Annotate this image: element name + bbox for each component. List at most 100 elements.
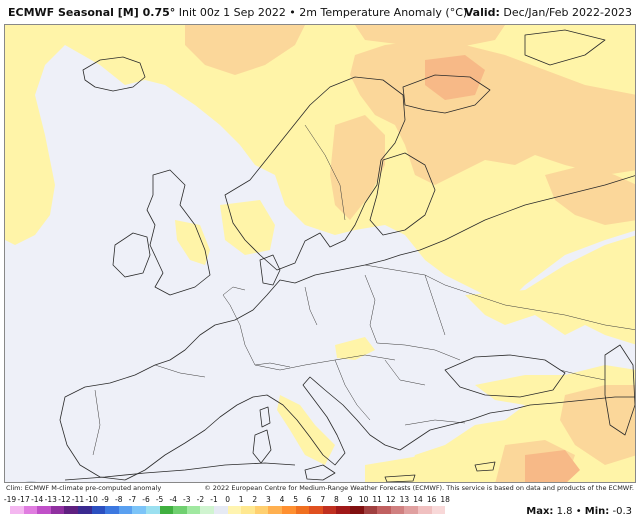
colorbar-tick-label: -7: [128, 495, 137, 504]
colorbar-swatch: [295, 506, 310, 514]
border-france-spain: [154, 364, 206, 378]
colorbar-tick-label: -2: [196, 495, 205, 504]
coast-novaya-zemlya: [524, 29, 606, 66]
anomaly-area-greenland: [5, 25, 75, 245]
colorbar-swatch: [146, 506, 160, 514]
colorbar-tick-label: -9: [101, 495, 109, 504]
model-name: ECMWF Seasonal [M] 0.75°: [8, 6, 176, 19]
border-norway-sweden: [304, 124, 346, 221]
coast-caspian: [604, 344, 635, 436]
forecast-details: Init 00z 1 Sep 2022 • 2m Temperature Ano…: [175, 6, 468, 19]
anomaly-area-arabia: [525, 450, 580, 482]
coast-corsica: [259, 406, 271, 428]
colorbar-swatch: [173, 506, 187, 514]
border-iberia: [92, 389, 101, 456]
colorbar-swatch: [268, 506, 282, 514]
colorbar-tick-label: -13: [44, 495, 57, 504]
chart-header: ECMWF Seasonal [M] 0.75° Init 00z 1 Sep …: [0, 0, 640, 26]
map-canvas: [5, 25, 635, 482]
colorbar-swatch: [10, 506, 24, 514]
colorbar-tick-label: 18: [440, 495, 450, 504]
border-italy-alps: [254, 362, 291, 368]
coast-crete: [384, 474, 416, 482]
coast-sardinia: [252, 429, 272, 464]
colorbar-swatch: [78, 506, 92, 514]
colorbar-tick-label: -11: [71, 495, 85, 504]
colorbar-tick-label: -14: [31, 495, 44, 504]
colorbar-tick-label: 9: [347, 495, 353, 504]
colorbar-swatch: [336, 506, 350, 514]
min-value: -0.3: [612, 506, 632, 517]
anomaly-area-east: [465, 235, 635, 345]
logo-graphic: [25, 481, 37, 482]
anomaly-area-scotland: [175, 220, 210, 265]
valid-period: Valid: Dec/Jan/Feb 2022-2023: [465, 6, 632, 19]
border-caucasus: [559, 369, 606, 381]
colorbar-tick-label: 3: [266, 495, 271, 504]
anomaly-shading: [5, 25, 635, 482]
colorbar-swatch: [282, 506, 296, 514]
colorbar-tick-label: -19: [3, 495, 17, 504]
colorbar-tick-label: 4: [279, 495, 285, 504]
colorbar-tick-label: 11: [372, 495, 382, 504]
climatology-note: Clim: ECMWF M-climate pre-computed anoma…: [6, 484, 162, 492]
anomaly-area-north: [5, 25, 635, 305]
colorbar-tick-label: -17: [17, 495, 30, 504]
colorbar-tick-label: -6: [142, 495, 150, 504]
colorbar-tick-label: -3: [183, 495, 191, 504]
anomaly-area-kola: [425, 55, 485, 100]
colorbar-tick-label: 10: [358, 495, 369, 504]
coast-iceland: [82, 56, 146, 92]
separator-dot: •: [575, 506, 582, 517]
anomaly-area-ural: [545, 165, 635, 225]
country-borders: [92, 124, 635, 456]
border-balkans: [334, 359, 371, 421]
colorbar-tick-label: 7: [320, 495, 326, 504]
colorbar-swatch: [118, 506, 133, 514]
colorbar-tick-label: -1: [210, 495, 218, 504]
colorbar-swatch: [418, 506, 432, 514]
border-romania: [384, 359, 426, 386]
anomaly-map: [4, 24, 636, 483]
coast-cyprus: [474, 461, 496, 472]
colorbar-tick-label: 16: [426, 495, 437, 504]
colorbar-tick-label: 13: [399, 495, 410, 504]
coast-finland: [369, 152, 436, 236]
colorbar-tick-label: 2: [252, 495, 258, 504]
anomaly-area-hungary: [335, 337, 375, 360]
border-russia-belarus: [424, 274, 446, 336]
colorbar-swatch: [50, 506, 65, 514]
anomaly-area-turkey-west: [365, 455, 445, 482]
anomaly-area-svalbard: [185, 25, 305, 75]
colorbar-swatch: [322, 506, 337, 514]
colorbar-tick-label: -12: [58, 495, 71, 504]
coast-sicily: [304, 464, 336, 481]
border-central: [254, 354, 396, 371]
border-france-germany: [229, 304, 256, 366]
border-poland-east: [364, 274, 378, 344]
valid-label: Valid:: [464, 6, 500, 19]
colorbar-swatch: [404, 506, 418, 514]
colorbar-tick-label: 14: [413, 495, 423, 504]
border-russia-east: [444, 284, 635, 330]
valid-period-value: Dec/Jan/Feb 2022-2023: [499, 6, 632, 19]
colorbar-swatch: [214, 506, 228, 514]
min-label: Min:: [584, 506, 610, 517]
border-turkey: [404, 419, 466, 426]
colorbar-tick-label: 12: [386, 495, 396, 504]
colorbar-swatch: [309, 506, 323, 514]
attribution-bar: Clim: ECMWF M-climate pre-computed anoma…: [4, 483, 636, 493]
weatherbell-logo: [15, 477, 69, 482]
colorbar-swatch: [241, 506, 255, 514]
color-scale: -19 -17 -14 -13 -12 -11 -10 -9 -8 -7 -6 -5 -4 -3 -2 -1 0…: [4, 495, 460, 523]
colorbar-swatch: [37, 506, 51, 514]
coast-north-africa: [64, 462, 296, 481]
border-finland-russia: [424, 164, 436, 216]
colorbar-tick-label: 8: [334, 495, 339, 504]
anomaly-area-scandinavia: [330, 115, 385, 220]
colorbar-swatch: [186, 506, 201, 514]
border-baltics: [364, 264, 446, 286]
colorbar-swatch: [159, 506, 174, 514]
colorbar-tick-label: 6: [306, 495, 312, 504]
colorbar-swatch: [350, 506, 364, 514]
